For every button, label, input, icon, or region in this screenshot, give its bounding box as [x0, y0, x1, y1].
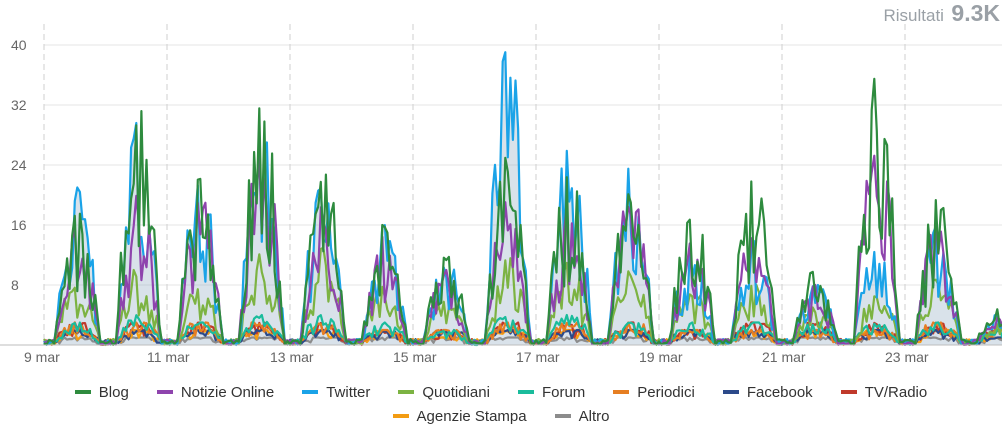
legend-label: Periodici [637, 383, 695, 401]
legend-swatch [554, 414, 571, 418]
y-tick-label: 40 [11, 37, 27, 53]
legend-swatch [302, 390, 319, 394]
series-line-notizie-online [43, 154, 1002, 346]
results-value: 9.3K [951, 0, 1000, 26]
legend-swatch [398, 390, 415, 394]
legend-item-tv-radio[interactable]: TV/Radio [840, 383, 928, 401]
legend-swatch [517, 390, 534, 394]
legend-row-2: Agenzie Stampa Altro [0, 404, 1002, 428]
legend-item-notizie-online[interactable]: Notizie Online [156, 383, 275, 401]
y-tick-label: 16 [11, 217, 27, 233]
x-tick-label: 15 mar [393, 349, 437, 365]
x-tick-label: 13 mar [270, 349, 314, 365]
legend-label: Twitter [326, 383, 371, 401]
legend-label: Quotidiani [422, 383, 490, 401]
legend-label: TV/Radio [864, 383, 928, 401]
x-tick-label: 11 mar [147, 349, 190, 365]
x-tick-label: 17 mar [516, 349, 560, 365]
y-tick-label: 8 [11, 277, 19, 293]
legend-label: Forum [541, 383, 586, 401]
legend-swatch [722, 390, 739, 394]
legend-label: Notizie Online [180, 383, 275, 401]
y-tick-label: 24 [11, 157, 27, 173]
legend-item-facebook[interactable]: Facebook [722, 383, 813, 401]
line-chart: 8 16 24 32 40 9 mar 11 mar 13 mar 15 mar 17 mar 19… [0, 24, 1002, 365]
legend-label: Agenzie Stampa [416, 407, 527, 425]
x-tick-label: 21 mar [762, 349, 806, 365]
chart-legend: Blog Notizie Online Twitter Quotidiani Forum… [0, 380, 1002, 428]
series-line-blog [43, 77, 1002, 346]
legend-label: Facebook [746, 383, 813, 401]
y-tick-label: 32 [11, 97, 27, 113]
legend-swatch [156, 390, 173, 394]
results-label: Risultati [883, 6, 944, 25]
results-counter: Risultati 9.3K [883, 0, 1000, 27]
legend-item-forum[interactable]: Forum [517, 383, 586, 401]
legend-item-periodici[interactable]: Periodici [613, 384, 695, 401]
x-tick-label: 19 mar [639, 349, 683, 365]
legend-swatch [392, 414, 409, 418]
legend-label: Altro [578, 407, 610, 425]
legend-item-blog[interactable]: Blog [74, 383, 129, 401]
legend-item-altro[interactable]: Altro [554, 407, 610, 425]
legend-swatch [74, 390, 91, 394]
legend-item-quotidiani[interactable]: Quotidiani [398, 384, 490, 401]
legend-item-agenzie-stampa[interactable]: Agenzie Stampa [392, 407, 527, 425]
x-tick-label: 9 mar [24, 349, 60, 365]
legend-row-1: Blog Notizie Online Twitter Quotidiani Forum… [0, 380, 1002, 404]
legend-swatch [840, 390, 857, 394]
legend-swatch [613, 390, 630, 394]
legend-label: Blog [98, 383, 129, 401]
x-tick-label: 23 mar [885, 349, 929, 365]
legend-item-twitter[interactable]: Twitter [302, 384, 370, 401]
